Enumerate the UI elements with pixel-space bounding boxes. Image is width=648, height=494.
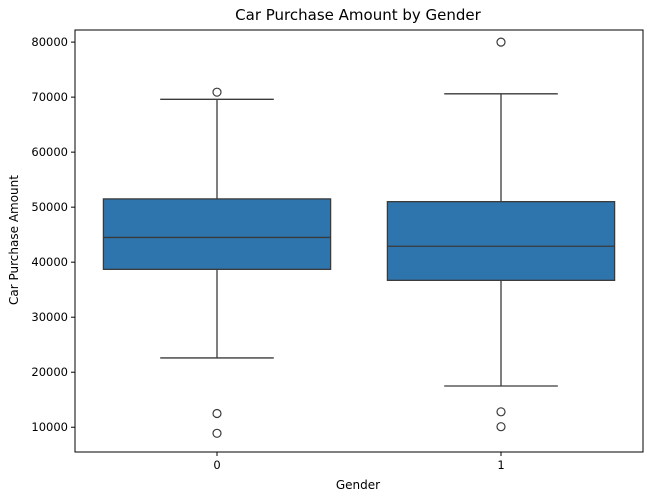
outlier-point	[212, 408, 222, 419]
box-iqr	[386, 201, 616, 281]
y-tick-label: 60000	[31, 145, 68, 159]
y-tick-label: 70000	[31, 90, 68, 104]
x-tick-label: 1	[497, 458, 504, 472]
plot-frame	[74, 29, 644, 453]
box-iqr	[102, 198, 332, 270]
y-tick-label: 20000	[31, 365, 68, 379]
plot-area: 10000 20000 30000 40000 50000 60000 70000 80000…	[31, 29, 644, 472]
x-axis-label: Gender	[336, 478, 380, 492]
y-tick-label: 50000	[31, 200, 68, 214]
outlier-point	[212, 428, 222, 438]
outlier-point	[496, 422, 506, 432]
x-tick-label: 0	[213, 458, 220, 472]
y-tick-label: 80000	[31, 35, 68, 49]
y-axis-label: Car Purchase Amount	[7, 175, 21, 305]
chart-title: Car Purchase Amount by Gender	[235, 6, 481, 24]
outlier-point	[496, 407, 506, 417]
y-tick-label: 40000	[31, 255, 68, 269]
outlier-point	[496, 37, 506, 47]
outlier-point	[212, 87, 222, 97]
y-tick-label: 30000	[31, 310, 68, 324]
y-tick-label: 10000	[31, 420, 68, 434]
